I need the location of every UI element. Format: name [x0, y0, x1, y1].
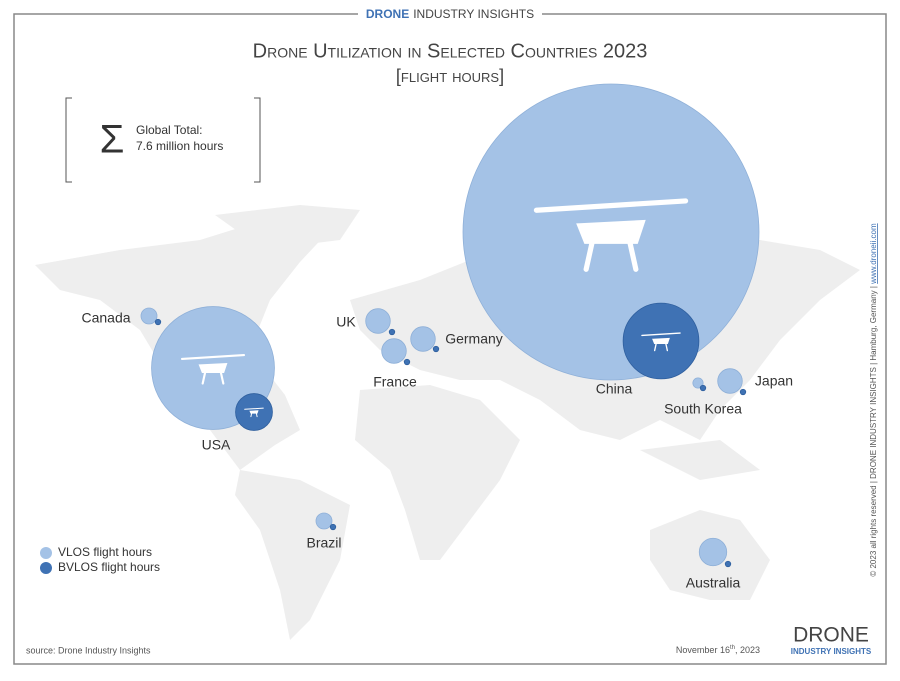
bvlos-bubble	[154, 318, 162, 326]
country-label: Japan	[755, 373, 793, 389]
side-link[interactable]: www.droneii.com	[869, 223, 878, 285]
bvlos-bubble	[724, 560, 732, 568]
source: source: Drone Industry Insights	[26, 645, 151, 655]
vlos-bubble	[692, 377, 704, 389]
vlos-bubble	[315, 512, 333, 530]
header-rest: INDUSTRY INSIGHTS	[413, 7, 534, 21]
bvlos-bubble	[329, 523, 337, 531]
title: Drone Utilization in Selected Countries …	[253, 40, 648, 62]
bvlos-bubble	[699, 384, 707, 392]
country-label: China	[596, 381, 633, 397]
drone-icon	[641, 332, 681, 352]
side-text: © 2023 all rights reserved | DRONE INDUS…	[869, 284, 878, 577]
vlos-bubble	[140, 307, 158, 325]
header: DRONE INDUSTRY INSIGHTS	[366, 7, 534, 21]
legend-label: VLOS flight hours	[58, 545, 152, 559]
bvlos-bubble	[388, 328, 396, 336]
bvlos-bubble	[739, 388, 747, 396]
country-label: Germany	[445, 331, 503, 347]
vlos-bubble	[381, 338, 407, 364]
legend-swatch	[40, 562, 52, 574]
date: November 16th, 2023	[676, 645, 760, 656]
country-label: UK	[336, 314, 356, 330]
country-label: Canada	[81, 310, 130, 326]
logo-main: DRONE	[793, 624, 869, 647]
bvlos-bubble	[432, 345, 440, 353]
country-label: France	[373, 374, 417, 390]
bubbles: China USA Canada UK Germany France Japan South …	[81, 83, 793, 591]
vlos-bubble	[365, 308, 391, 334]
subtitle: [flight hours]	[396, 66, 504, 86]
side-note: © 2023 all rights reserved | DRONE INDUS…	[869, 223, 878, 577]
sigma-icon: Σ	[100, 118, 125, 162]
country-label: Brazil	[306, 535, 341, 551]
total-label: Global Total:	[136, 123, 203, 137]
country-label: South Korea	[664, 401, 742, 417]
logo-sub: INDUSTRY INSIGHTS	[791, 647, 872, 656]
header-bg	[358, 6, 542, 22]
vlos-bubble	[698, 537, 728, 567]
drone-icon	[180, 354, 246, 385]
country-label: USA	[202, 437, 231, 453]
date-sup: th	[730, 645, 735, 651]
date-part: , 2023	[735, 645, 760, 655]
date-part: November 16	[676, 645, 730, 655]
legend-swatch	[40, 547, 52, 559]
drone-icon	[244, 407, 264, 418]
header-brand: DRONE	[366, 7, 409, 21]
total-box	[65, 97, 261, 183]
total-value: 7.6 million hours	[136, 139, 223, 153]
bvlos-bubble	[403, 358, 411, 366]
vlos-bubble	[410, 326, 436, 352]
drone-icon	[533, 198, 689, 272]
legend-label: BVLOS flight hours	[58, 560, 160, 574]
vlos-bubble	[717, 368, 743, 394]
country-label: Australia	[686, 575, 741, 591]
